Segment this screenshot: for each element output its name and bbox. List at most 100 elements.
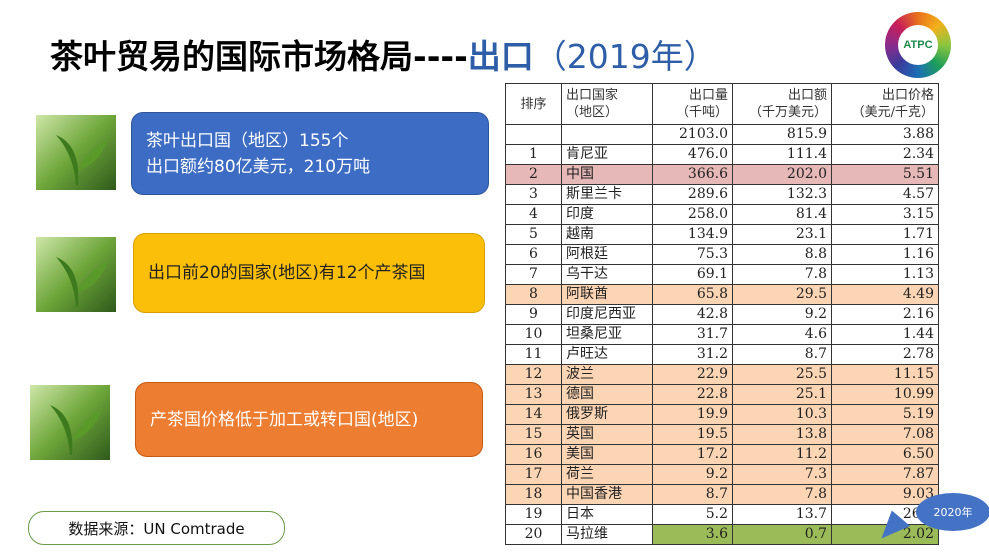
table-cell: 10 — [505, 324, 562, 345]
table-cell: 13.8 — [732, 424, 832, 445]
table-cell: 7 — [505, 264, 562, 285]
box-text: 茶叶出口国（地区）155个 — [146, 130, 349, 151]
table-cell: 4 — [505, 204, 562, 225]
table-cell: 2 — [505, 164, 562, 185]
box-text: 出口前20的国家(地区)有12个产茶国 — [148, 263, 426, 283]
table-row: 18 中国香港 8.7 7.8 9.03 — [505, 484, 939, 505]
table-row: 9 印度尼西亚 42.8 9.2 2.16 — [505, 304, 939, 325]
table-cell: 7.3 — [732, 464, 832, 485]
table-cell: 3.6 — [652, 524, 733, 545]
table-cell: 7.8 — [732, 264, 832, 285]
table-cell: 19 — [505, 504, 562, 525]
table-cell: 1.16 — [831, 244, 939, 265]
table-cell: 42.8 — [652, 304, 733, 325]
table-cell: 81.4 — [732, 204, 832, 225]
table-cell: 4.49 — [831, 284, 939, 305]
table-cell: 18 — [505, 484, 562, 505]
table-cell: 4.6 — [732, 324, 832, 345]
table-cell: 69.1 — [652, 264, 733, 285]
table-row: 7 乌干达 69.1 7.8 1.13 — [505, 264, 939, 285]
table-cell: 31.7 — [652, 324, 733, 345]
table-row: 3 斯里兰卡 289.6 132.3 4.57 — [505, 184, 939, 205]
table-cell: 11.2 — [732, 444, 832, 465]
table-row: 2 中国 366.6 202.0 5.51 — [505, 164, 939, 185]
table-cell: 美国 — [561, 444, 653, 465]
table-cell: 3.88 — [831, 124, 939, 145]
table-cell: 258.0 — [652, 204, 733, 225]
table-cell: 2.16 — [831, 304, 939, 325]
table-cell: 202.0 — [732, 164, 832, 185]
table-row: 1 肯尼亚 476.0 111.4 2.34 — [505, 144, 939, 165]
total-row: 2103.0 815.9 3.88 — [505, 124, 939, 145]
table-cell: 卢旺达 — [561, 344, 653, 365]
title-highlight: 出口 — [467, 37, 534, 76]
table-cell: 马拉维 — [561, 524, 653, 545]
table-row: 13 德国 22.8 25.1 10.99 — [505, 384, 939, 405]
info-box-price: 产茶国价格低于加工或转口国(地区) — [135, 382, 483, 457]
table-cell: 19.5 — [652, 424, 733, 445]
table-cell: 13 — [505, 384, 562, 405]
header-text: 出口量 — [688, 88, 728, 103]
table-cell: 14 — [505, 404, 562, 425]
table-cell: 9 — [505, 304, 562, 325]
table-row: 11 卢旺达 31.2 8.7 2.78 — [505, 344, 939, 365]
table-row: 6 阿根廷 75.3 8.8 1.16 — [505, 244, 939, 265]
table-cell: 289.6 — [652, 184, 733, 205]
info-box-exporters: 茶叶出口国（地区）155个出口额约80亿美元，210万吨 — [131, 112, 489, 195]
table-cell: 17 — [505, 464, 562, 485]
table-row: 4 印度 258.0 81.4 3.15 — [505, 204, 939, 225]
header-text: 出口价格 — [881, 88, 934, 103]
header-text: 排序 — [520, 96, 547, 112]
table-cell: 7.8 — [732, 484, 832, 505]
table-cell: 俄罗斯 — [561, 404, 653, 425]
table-cell: 476.0 — [652, 144, 733, 165]
header-text: （千万美元） — [748, 105, 827, 120]
table-cell: 25.5 — [732, 364, 832, 385]
table-cell: 75.3 — [652, 244, 733, 265]
table-row: 5 越南 134.9 23.1 1.71 — [505, 224, 939, 245]
table-cell: 25.1 — [732, 384, 832, 405]
tea-leaf-image — [30, 385, 110, 460]
column-header: 出口量 （千吨） — [652, 83, 733, 125]
data-source: 数据来源：UN Comtrade — [28, 511, 285, 545]
table-cell: 5.2 — [652, 504, 733, 525]
table-row: 15 英国 19.5 13.8 7.08 — [505, 424, 939, 445]
table-cell: 1.71 — [831, 224, 939, 245]
table-cell: 5 — [505, 224, 562, 245]
table-cell: 4.57 — [831, 184, 939, 205]
table-cell: 29.5 — [732, 284, 832, 305]
table-cell: 波兰 — [561, 364, 653, 385]
table-cell: 1.44 — [831, 324, 939, 345]
table-cell: 中国 — [561, 164, 653, 185]
table-row: 14 俄罗斯 19.9 10.3 5.19 — [505, 404, 939, 425]
table-cell: 2103.0 — [652, 124, 733, 145]
table-row: 17 荷兰 9.2 7.3 7.87 — [505, 464, 939, 485]
table-cell: 9.2 — [732, 304, 832, 325]
table-cell: 1 — [505, 144, 562, 165]
table-cell: 印度 — [561, 204, 653, 225]
table-cell: 乌干达 — [561, 264, 653, 285]
column-header: 出口价格 （美元/千克） — [831, 83, 939, 125]
info-box-top20: 出口前20的国家(地区)有12个产茶国 — [133, 233, 485, 313]
box-text: 出口额约80亿美元，210万吨 — [146, 156, 371, 177]
table-cell: 10.3 — [732, 404, 832, 425]
table-cell: 3.15 — [831, 204, 939, 225]
header-text: 出口国家 — [566, 88, 619, 103]
table-cell: 10.99 — [831, 384, 939, 405]
export-table: 排序 出口国家 （地区） 出口量 （千吨） 出口额 （千万美元） 出口价格 （美元/千克） 21… — [505, 83, 939, 545]
table-cell — [505, 124, 562, 145]
header-text: 出口额 — [787, 88, 827, 103]
table-cell: 3 — [505, 184, 562, 205]
title-main: 茶叶贸易的国际市场格局---- — [50, 37, 468, 76]
callout-2020: 2020年 — [916, 493, 989, 531]
table-cell: 134.9 — [652, 224, 733, 245]
table-cell: 22.8 — [652, 384, 733, 405]
table-cell: 11.15 — [831, 364, 939, 385]
table-cell: 8.7 — [652, 484, 733, 505]
title-year: （2019年） — [533, 37, 717, 76]
header-text: （千吨） — [675, 105, 728, 120]
table-cell: 8.7 — [732, 344, 832, 365]
table-cell: 12 — [505, 364, 562, 385]
table-cell: 366.6 — [652, 164, 733, 185]
